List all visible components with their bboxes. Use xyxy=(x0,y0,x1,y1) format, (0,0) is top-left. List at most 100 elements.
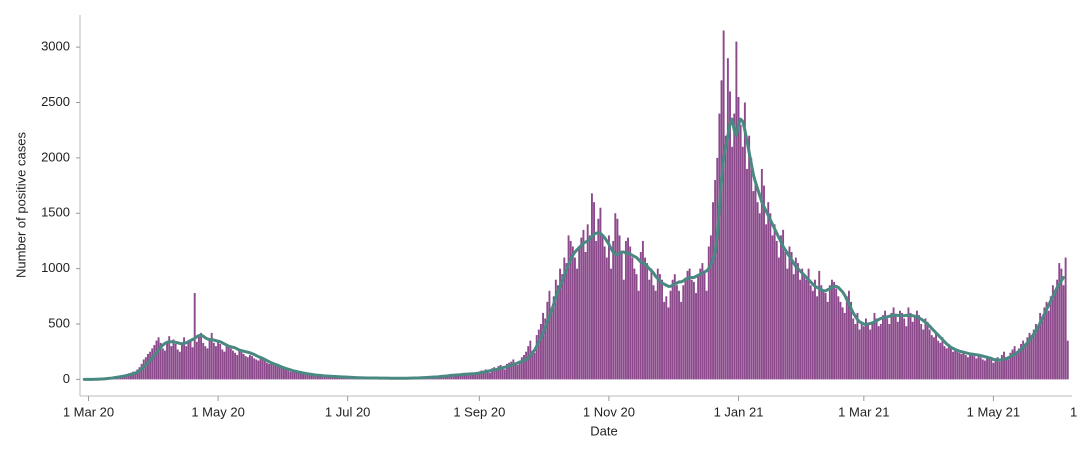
bar xyxy=(780,235,782,380)
bar xyxy=(253,358,256,380)
bar xyxy=(183,337,186,380)
bar xyxy=(486,369,489,380)
bar xyxy=(302,372,304,380)
bar xyxy=(794,257,797,380)
bar xyxy=(140,363,143,380)
bar xyxy=(178,351,181,380)
bar xyxy=(801,268,804,380)
bar xyxy=(818,270,821,380)
bar xyxy=(476,372,479,380)
bar xyxy=(635,274,638,380)
bar xyxy=(261,358,264,380)
bar xyxy=(1017,348,1020,380)
bar xyxy=(726,58,729,380)
bar xyxy=(646,263,649,380)
bar xyxy=(924,318,927,380)
bar xyxy=(595,240,598,380)
bar xyxy=(200,332,203,380)
bar xyxy=(316,375,319,380)
bar xyxy=(612,240,615,380)
bar xyxy=(257,360,260,380)
bar xyxy=(503,369,506,380)
bar xyxy=(546,301,549,380)
bar xyxy=(839,301,842,380)
bar xyxy=(661,279,663,380)
bar xyxy=(225,345,228,380)
bar xyxy=(692,281,695,380)
bar xyxy=(901,312,904,380)
bar xyxy=(195,341,198,380)
bar xyxy=(172,339,175,380)
bar xyxy=(1058,263,1061,380)
bar xyxy=(559,268,562,380)
bar xyxy=(586,224,589,380)
bar xyxy=(875,318,878,380)
bar xyxy=(467,372,470,380)
bar xyxy=(831,279,833,380)
bar xyxy=(788,246,791,380)
bar xyxy=(652,285,655,380)
bar xyxy=(769,213,772,380)
bar xyxy=(1024,346,1027,380)
bar xyxy=(319,376,321,380)
bar xyxy=(697,274,700,380)
bar xyxy=(164,350,166,380)
bar xyxy=(287,369,290,380)
bar xyxy=(665,296,668,380)
x-tick-label: 1 Sep 20 xyxy=(453,404,505,419)
bar xyxy=(168,336,171,380)
bar xyxy=(185,346,188,380)
bar xyxy=(673,274,676,380)
bar xyxy=(208,340,211,380)
bar xyxy=(1054,290,1056,380)
bar xyxy=(641,240,644,380)
bar xyxy=(949,346,952,380)
bar xyxy=(529,340,532,380)
bar xyxy=(639,252,642,380)
bar xyxy=(584,252,587,380)
bar xyxy=(533,352,536,380)
bar xyxy=(231,350,234,380)
bar xyxy=(765,224,768,380)
bar xyxy=(994,359,997,380)
bar xyxy=(892,307,895,380)
bar xyxy=(1051,285,1054,380)
bar xyxy=(920,324,923,380)
bar xyxy=(567,235,570,380)
bar xyxy=(962,351,965,380)
bar xyxy=(937,340,940,380)
bar xyxy=(637,290,640,380)
bar xyxy=(1020,343,1022,380)
x-tick-label: 1 Nov 20 xyxy=(583,404,635,419)
bar xyxy=(155,340,158,380)
bar xyxy=(1003,351,1005,380)
bar xyxy=(1005,357,1008,380)
bar xyxy=(134,372,137,380)
x-tick-label: 1 Jan 21 xyxy=(714,404,764,419)
bar xyxy=(913,317,916,380)
bar xyxy=(981,359,984,380)
bar xyxy=(181,342,183,380)
bar xyxy=(898,310,901,380)
bar xyxy=(157,337,160,380)
x-tick-label: 1 Jul 21 xyxy=(1070,404,1080,419)
bar xyxy=(809,285,812,380)
bar xyxy=(750,157,753,380)
bar xyxy=(571,246,574,380)
bar xyxy=(297,372,300,380)
bar xyxy=(701,263,704,380)
bar xyxy=(289,371,292,380)
bar xyxy=(242,353,245,380)
bar xyxy=(843,312,846,380)
bar xyxy=(767,202,770,380)
bar xyxy=(1047,310,1050,380)
bar xyxy=(731,146,734,380)
bar xyxy=(578,246,581,380)
bar xyxy=(879,324,882,380)
bar xyxy=(151,348,154,380)
bar xyxy=(238,350,241,380)
bar xyxy=(274,363,277,380)
bar xyxy=(854,324,857,380)
bar xyxy=(658,274,661,380)
bar xyxy=(852,318,855,380)
